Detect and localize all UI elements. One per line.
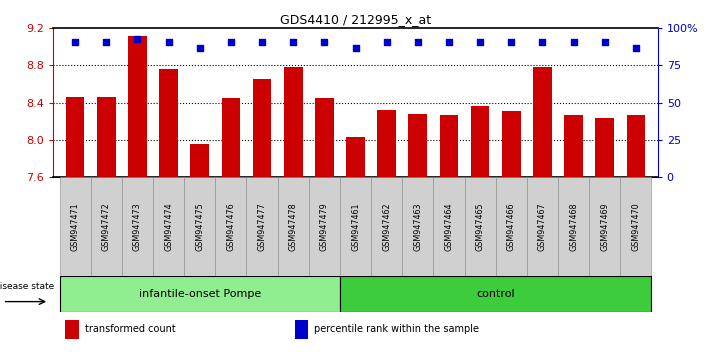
- Bar: [346, 137, 365, 177]
- Bar: [309, 177, 340, 276]
- Bar: [434, 177, 464, 276]
- Point: [599, 39, 611, 45]
- Text: control: control: [476, 289, 515, 299]
- Text: GSM947470: GSM947470: [631, 202, 641, 251]
- Bar: [277, 177, 309, 276]
- Bar: [626, 115, 645, 177]
- Point: [568, 39, 579, 45]
- Text: disease state: disease state: [0, 281, 54, 291]
- Bar: [408, 114, 427, 177]
- Bar: [595, 118, 614, 177]
- Bar: [565, 115, 583, 177]
- Bar: [295, 320, 309, 339]
- Point: [319, 39, 330, 45]
- Point: [506, 39, 517, 45]
- Bar: [252, 79, 272, 177]
- Text: GSM947471: GSM947471: [70, 202, 80, 251]
- Text: GSM947476: GSM947476: [226, 202, 235, 251]
- Point: [225, 39, 237, 45]
- Text: percentile rank within the sample: percentile rank within the sample: [314, 324, 479, 335]
- Point: [630, 45, 641, 51]
- Bar: [284, 67, 303, 177]
- Text: GSM947461: GSM947461: [351, 202, 360, 251]
- Text: GSM947462: GSM947462: [382, 202, 391, 251]
- Bar: [60, 177, 91, 276]
- Point: [257, 39, 268, 45]
- Point: [100, 39, 112, 45]
- Point: [287, 39, 299, 45]
- Text: infantile-onset Pompe: infantile-onset Pompe: [139, 289, 261, 299]
- Bar: [215, 177, 247, 276]
- Bar: [558, 177, 589, 276]
- Bar: [496, 177, 527, 276]
- Bar: [527, 177, 558, 276]
- Bar: [502, 111, 520, 177]
- Text: GSM947466: GSM947466: [507, 202, 515, 251]
- Point: [163, 39, 174, 45]
- Bar: [97, 97, 116, 177]
- Text: GSM947472: GSM947472: [102, 202, 111, 251]
- Point: [381, 39, 392, 45]
- Point: [412, 39, 424, 45]
- Bar: [153, 177, 184, 276]
- Bar: [191, 144, 209, 177]
- Text: GSM947469: GSM947469: [600, 202, 609, 251]
- Bar: [184, 177, 215, 276]
- Bar: [620, 177, 651, 276]
- Bar: [60, 276, 340, 312]
- Text: GSM947478: GSM947478: [289, 202, 298, 251]
- Bar: [315, 98, 333, 177]
- Bar: [439, 115, 459, 177]
- Bar: [402, 177, 434, 276]
- Point: [70, 39, 81, 45]
- Point: [194, 45, 205, 51]
- Text: GSM947475: GSM947475: [196, 202, 204, 251]
- Bar: [371, 177, 402, 276]
- Bar: [247, 177, 277, 276]
- Text: GSM947467: GSM947467: [538, 202, 547, 251]
- Bar: [464, 177, 496, 276]
- Bar: [128, 36, 146, 177]
- Text: GSM947463: GSM947463: [413, 202, 422, 251]
- Text: transformed count: transformed count: [85, 324, 176, 335]
- Bar: [589, 177, 620, 276]
- Text: GSM947474: GSM947474: [164, 202, 173, 251]
- Bar: [471, 107, 489, 177]
- Text: GSM947464: GSM947464: [444, 202, 454, 251]
- Bar: [533, 67, 552, 177]
- Bar: [91, 177, 122, 276]
- Point: [132, 36, 143, 41]
- Bar: [65, 320, 79, 339]
- Point: [350, 45, 361, 51]
- Bar: [66, 97, 85, 177]
- Bar: [340, 276, 651, 312]
- Bar: [222, 98, 240, 177]
- Point: [537, 39, 548, 45]
- Text: GSM947473: GSM947473: [133, 202, 142, 251]
- Bar: [340, 177, 371, 276]
- Text: GSM947479: GSM947479: [320, 202, 329, 251]
- Point: [474, 39, 486, 45]
- Point: [443, 39, 454, 45]
- Text: GSM947477: GSM947477: [257, 202, 267, 251]
- Text: GSM947468: GSM947468: [569, 202, 578, 251]
- Bar: [378, 110, 396, 177]
- Bar: [122, 177, 153, 276]
- Bar: [159, 69, 178, 177]
- Text: GSM947465: GSM947465: [476, 202, 485, 251]
- Title: GDS4410 / 212995_x_at: GDS4410 / 212995_x_at: [280, 13, 431, 26]
